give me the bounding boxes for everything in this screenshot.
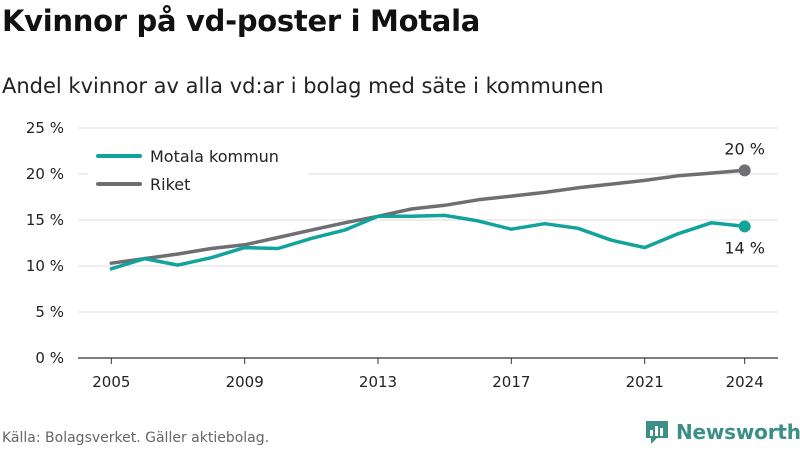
y-tick-label: 15 %	[26, 211, 64, 229]
series-line-riket	[109, 168, 747, 265]
chart-title: Kvinnor på vd-poster i Motala	[2, 4, 480, 38]
brand-name: Newsworthy	[676, 420, 800, 444]
source-note: Källa: Bolagsverket. Gäller aktiebolag.	[2, 430, 270, 446]
x-tick-label: 2017	[492, 373, 530, 391]
x-tick-label: 2013	[359, 373, 397, 391]
y-tick-label: 20 %	[26, 165, 64, 183]
x-tick-label: 2021	[626, 373, 664, 391]
y-tick-label: 10 %	[26, 257, 64, 275]
y-tick-label: 5 %	[35, 303, 64, 321]
x-tick-label: 2024	[726, 373, 764, 391]
end-point-riket	[738, 164, 751, 177]
legend-label-motala: Motala kommun	[150, 147, 279, 166]
end-label-riket: 20 %	[724, 139, 765, 158]
legend: Motala kommun Riket	[88, 140, 308, 202]
x-tick-label: 2009	[226, 373, 264, 391]
end-point-motala	[738, 220, 751, 233]
series-lines: 20 % 14 %	[109, 139, 765, 271]
x-tick-label: 2005	[92, 373, 130, 391]
y-tick-label: 0 %	[35, 349, 64, 367]
y-tick-label: 25 %	[26, 119, 64, 137]
series-line-motala	[109, 213, 747, 271]
end-label-motala: 14 %	[724, 238, 765, 257]
chart-subtitle: Andel kvinnor av alla vd:ar i bolag med …	[2, 74, 604, 98]
newsworthy-logo-icon	[646, 421, 668, 444]
legend-label-riket: Riket	[150, 175, 190, 194]
legend-background	[88, 140, 308, 202]
axes: 0 % 5 % 10 % 15 % 20 % 25 % 2005 2009 2013 2017 20…	[26, 119, 778, 391]
brand-logo: Newsworthy	[644, 419, 800, 445]
